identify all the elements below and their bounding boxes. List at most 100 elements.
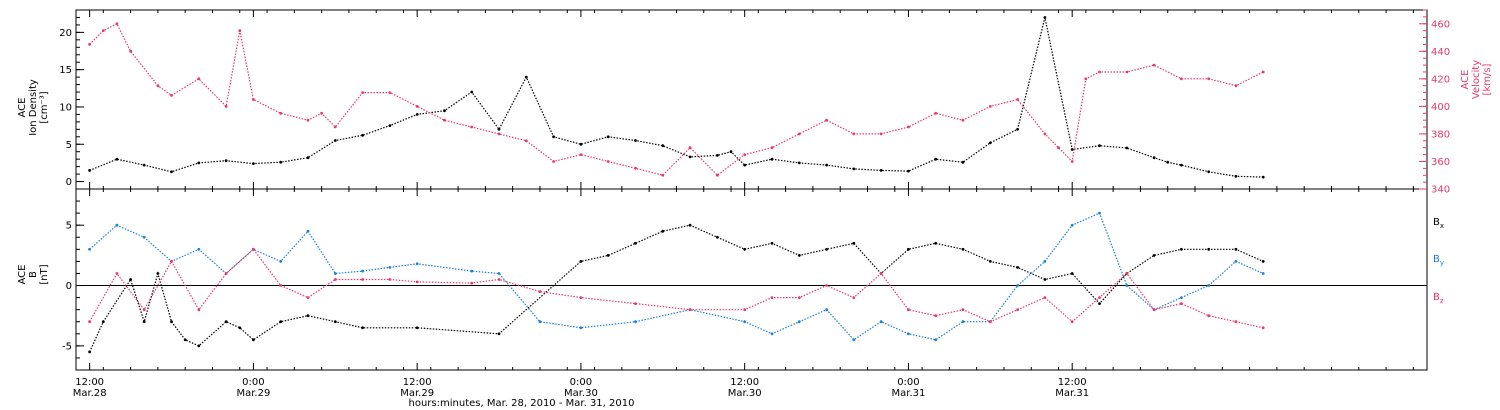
by-point bbox=[879, 320, 883, 324]
bz-point bbox=[1234, 320, 1238, 324]
density-point bbox=[443, 109, 446, 113]
x-tick-label-time: 12:00 bbox=[75, 377, 104, 388]
bx-point bbox=[415, 326, 419, 330]
bz-point bbox=[634, 302, 637, 305]
density-point bbox=[1234, 174, 1238, 178]
x-tick-label-time: 0:00 bbox=[242, 377, 264, 388]
b-axis-title-line: B bbox=[28, 271, 39, 278]
density-y-tick-label: 10 bbox=[59, 102, 72, 113]
bx-point bbox=[252, 338, 255, 342]
velocity-point bbox=[961, 118, 965, 122]
bz-point bbox=[115, 272, 119, 275]
bx-point bbox=[1234, 247, 1238, 251]
velocity-point bbox=[497, 132, 501, 136]
density-point bbox=[497, 127, 501, 131]
velocity-point bbox=[1180, 77, 1183, 81]
density-point bbox=[743, 163, 747, 167]
velocity-point bbox=[661, 173, 665, 177]
velocity-point bbox=[552, 160, 555, 163]
density-point bbox=[333, 139, 337, 142]
by-point bbox=[743, 320, 747, 324]
density-point bbox=[1098, 144, 1101, 148]
bx-point bbox=[716, 235, 719, 239]
velocity-axis-title-line: ACE bbox=[1460, 70, 1471, 90]
bx-point bbox=[907, 247, 910, 251]
density-point bbox=[988, 141, 992, 145]
bx-point bbox=[170, 320, 173, 324]
density-axis-title: ACE Ion Density [cm⁻³] bbox=[17, 79, 50, 136]
bx-point bbox=[183, 338, 187, 342]
velocity-point bbox=[716, 173, 719, 177]
velocity-point bbox=[333, 125, 337, 129]
density-point bbox=[961, 160, 965, 164]
density-point bbox=[716, 154, 719, 157]
velocity-point bbox=[1261, 70, 1265, 74]
velocity-point bbox=[579, 153, 583, 157]
density-point bbox=[729, 150, 733, 154]
bx-point bbox=[279, 320, 283, 324]
x-tick-label-date: Mar.30 bbox=[564, 388, 598, 399]
density-point bbox=[852, 167, 856, 171]
bx-point bbox=[1016, 266, 1019, 269]
density-point bbox=[1043, 16, 1047, 19]
bz-point bbox=[388, 278, 392, 281]
bz-point bbox=[825, 284, 828, 287]
bx-point bbox=[224, 320, 228, 324]
density-point bbox=[415, 113, 419, 116]
density-point bbox=[825, 163, 828, 167]
bx-point bbox=[961, 247, 965, 251]
velocity-y-tick-label: 360 bbox=[1431, 157, 1450, 168]
by-point bbox=[115, 223, 119, 227]
velocity-point bbox=[1125, 70, 1129, 74]
by-point bbox=[306, 229, 310, 233]
velocity-point bbox=[156, 84, 160, 88]
bx-point bbox=[934, 241, 938, 245]
bz-point bbox=[1098, 296, 1101, 299]
density-point bbox=[115, 157, 119, 161]
by-point bbox=[634, 320, 637, 324]
density-axis-title-line: ACE bbox=[17, 98, 28, 118]
bx-point bbox=[361, 326, 364, 330]
density-point bbox=[1125, 146, 1129, 150]
density-point bbox=[1016, 127, 1019, 131]
by-point bbox=[1207, 284, 1211, 287]
density-point bbox=[1207, 170, 1211, 174]
density-y-tick-label: 0 bbox=[66, 177, 72, 188]
bx-point bbox=[797, 254, 801, 257]
velocity-point bbox=[306, 118, 310, 122]
velocity-point bbox=[443, 118, 446, 122]
velocity-point bbox=[634, 166, 637, 170]
bz-point bbox=[279, 284, 283, 287]
by-point bbox=[279, 260, 283, 263]
velocity-y-tick-label: 440 bbox=[1431, 47, 1450, 58]
by-point bbox=[388, 266, 392, 269]
bz-point bbox=[988, 320, 992, 324]
bz-point bbox=[333, 278, 337, 281]
bz-point bbox=[1261, 326, 1265, 330]
velocity-point bbox=[934, 111, 938, 115]
density-point bbox=[224, 159, 228, 163]
velocity-point bbox=[1043, 132, 1047, 136]
bx-point bbox=[606, 254, 610, 257]
bx-point bbox=[333, 320, 337, 324]
density-point bbox=[1180, 163, 1183, 167]
b-axis-title: ACE B [nT] bbox=[17, 264, 50, 284]
velocity-point bbox=[224, 105, 228, 108]
density-axis-title-line: [cm⁻³] bbox=[39, 91, 50, 123]
by-point bbox=[1016, 284, 1019, 287]
bz-point bbox=[1180, 302, 1183, 305]
bx-point bbox=[101, 320, 105, 324]
density-point bbox=[1166, 160, 1170, 164]
x-tick-label-date: Mar.30 bbox=[728, 388, 762, 399]
x-axis-label: hours:minutes, Mar. 28, 2010 - Mar. 31, … bbox=[409, 398, 635, 409]
bx-point bbox=[197, 344, 201, 348]
x-tick-label-date: Mar.29 bbox=[236, 388, 270, 399]
by-point bbox=[907, 332, 910, 336]
bx-point bbox=[825, 247, 828, 251]
velocity-axis-title: ACE Velocity [km/s] bbox=[1460, 60, 1493, 99]
bx-point bbox=[1261, 260, 1265, 263]
top-panel-frame bbox=[75, 9, 1428, 190]
bx-point bbox=[142, 320, 146, 324]
velocity-y-tick-label: 400 bbox=[1431, 102, 1450, 113]
by-point bbox=[88, 247, 91, 251]
